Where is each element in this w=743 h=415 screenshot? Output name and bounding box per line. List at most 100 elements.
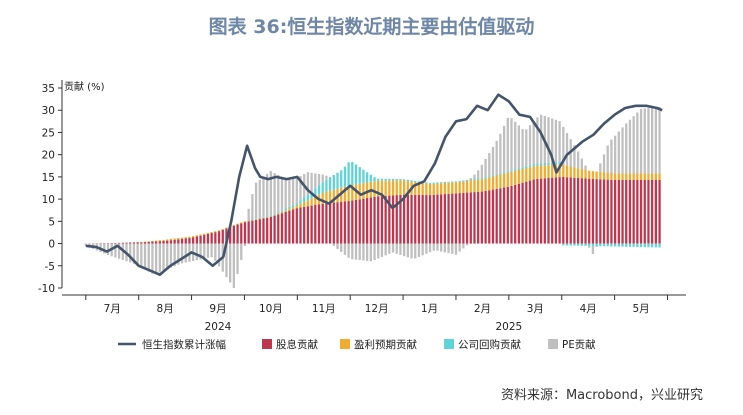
bar-earnings	[143, 241, 147, 243]
bar-dividend	[221, 229, 224, 244]
bar-buyback	[647, 243, 650, 248]
bar-earnings	[277, 213, 280, 215]
bar-earnings	[499, 174, 502, 189]
bar-buyback	[254, 218, 258, 220]
y-tick-label: 30	[42, 105, 55, 117]
month-label: 7月	[104, 303, 121, 315]
bar-pe	[203, 243, 206, 259]
bar-dividend	[495, 188, 498, 244]
bar-dividend	[565, 177, 569, 244]
bar-earnings	[458, 181, 461, 194]
y-tick-label: 35	[42, 83, 55, 95]
bar-buyback	[506, 171, 509, 173]
bar-earnings	[384, 180, 387, 196]
bar-earnings	[203, 233, 206, 235]
bar-buyback	[639, 243, 643, 248]
bar-dividend	[554, 177, 558, 244]
bar-dividend	[369, 197, 372, 244]
bar-dividend	[291, 209, 295, 244]
bar-earnings	[632, 173, 635, 180]
bar-pe	[425, 243, 428, 254]
month-label: 11月	[312, 303, 336, 315]
bar-earnings	[232, 224, 236, 226]
bar-buyback	[373, 177, 376, 182]
bar-pe	[106, 243, 110, 256]
bar-dividend	[243, 222, 247, 244]
source-note: 资料来源：Macrobond，兴业研究	[500, 388, 703, 403]
bar-pe	[628, 119, 632, 174]
bar-earnings	[332, 189, 335, 203]
bar-buyback	[454, 181, 458, 183]
bar-buyback	[602, 243, 606, 247]
bar-pe	[306, 172, 310, 195]
bar-pe	[354, 243, 358, 260]
bar-earnings	[162, 239, 165, 241]
bar-pe	[388, 243, 391, 254]
bar-buyback	[502, 172, 506, 174]
bar-dividend	[588, 178, 591, 244]
bar-buyback	[632, 243, 635, 247]
bar-dividend	[610, 179, 613, 244]
bar-earnings	[291, 207, 295, 210]
bar-pe	[632, 116, 635, 174]
bar-dividend	[613, 180, 617, 244]
bar-earnings	[214, 231, 217, 233]
bar-pe	[576, 151, 580, 169]
bar-dividend	[621, 180, 624, 244]
bar-dividend	[465, 192, 469, 244]
bar-pe	[591, 246, 595, 255]
bar-dividend	[514, 184, 517, 244]
bar-dividend	[280, 213, 284, 244]
bar-buyback	[262, 217, 265, 218]
legend-label-0: 恒生指数累计涨幅	[142, 338, 226, 351]
bar-dividend	[240, 223, 243, 244]
bar-dividend	[506, 186, 509, 244]
bar-dividend	[458, 193, 461, 244]
bar-buyback	[417, 181, 421, 183]
bar-buyback	[299, 200, 302, 204]
bar-pe	[539, 114, 543, 164]
bar-dividend	[343, 201, 347, 244]
bar-dividend	[584, 178, 587, 244]
bar-buyback	[303, 197, 306, 202]
bar-dividend	[347, 201, 350, 244]
month-label: 10月	[259, 303, 283, 315]
bar-earnings	[625, 173, 628, 180]
bar-dividend	[184, 238, 187, 244]
bar-dividend	[203, 234, 206, 244]
bar-earnings	[643, 173, 646, 180]
bar-earnings	[436, 183, 439, 195]
bar-dividend	[236, 224, 239, 244]
bar-buyback	[462, 180, 465, 182]
bar-pe	[458, 243, 461, 252]
bar-buyback	[325, 179, 328, 192]
bar-buyback	[269, 215, 273, 217]
month-label: 4月	[580, 303, 597, 315]
bar-dividend	[388, 195, 391, 244]
bar-buyback	[651, 243, 654, 248]
bar-pe	[443, 243, 447, 253]
bar-dividend	[432, 194, 435, 244]
bar-pe	[151, 243, 154, 274]
bar-dividend	[454, 193, 458, 244]
bar-buyback	[436, 182, 439, 184]
bar-dividend	[599, 179, 602, 244]
bar-dividend	[377, 196, 380, 244]
bar-pe	[480, 164, 484, 179]
bar-dividend	[306, 206, 310, 244]
bar-pe	[495, 140, 498, 175]
bar-pe	[173, 243, 176, 267]
bar-earnings	[195, 235, 198, 237]
legend-swatch-4	[548, 339, 558, 349]
bar-buyback	[517, 168, 521, 170]
bar-dividend	[295, 208, 298, 244]
bar-buyback	[606, 243, 609, 247]
bar-pe	[299, 175, 302, 201]
bar-dividend	[251, 220, 254, 244]
bar-buyback	[588, 243, 591, 246]
bar-earnings	[328, 190, 332, 203]
bar-earnings	[269, 216, 273, 218]
bar-earnings	[454, 182, 458, 194]
bar-pe	[462, 243, 465, 249]
bar-dividend	[639, 180, 643, 244]
